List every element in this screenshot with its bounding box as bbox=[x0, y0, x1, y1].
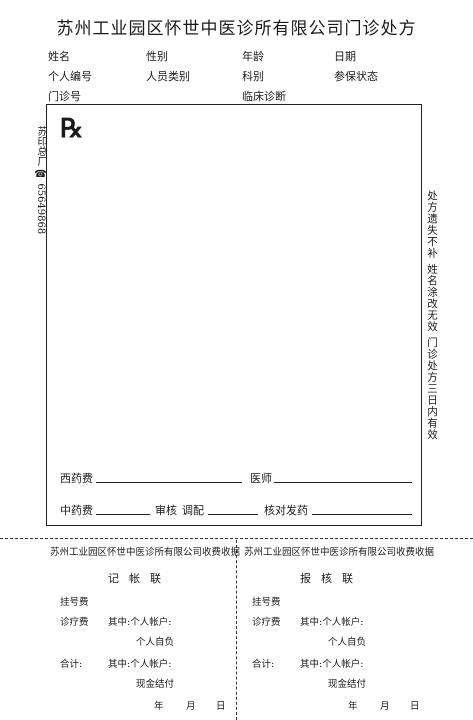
doctor-label: 医师 bbox=[250, 472, 272, 485]
treatment-fee-label: 诊疗费 bbox=[252, 617, 281, 628]
total-label: 合计: bbox=[60, 659, 83, 670]
registration-fee-label: 挂号费 bbox=[60, 597, 89, 608]
receipt-title: 苏州工业园区怀世中医诊所有限公司收费收据 bbox=[50, 547, 241, 558]
receipt-title: 苏州工业园区怀世中医诊所有限公司收费收据 bbox=[244, 547, 435, 558]
receipt-copy-label: 报核联 bbox=[300, 572, 363, 585]
rx-symbol: ℞ bbox=[60, 114, 84, 144]
day-label: 日 bbox=[410, 701, 420, 712]
validity-note: 处方遗失不补 姓名涂改无效 门诊处方三日内有效 bbox=[426, 190, 438, 441]
self-pay-label: 个人自负 bbox=[136, 637, 175, 648]
staff-type-label: 人员类别 bbox=[146, 70, 190, 83]
gender-label: 性别 bbox=[146, 50, 168, 63]
chinese-fee-line[interactable] bbox=[96, 514, 150, 515]
cut-line-horizontal bbox=[0, 538, 473, 539]
doctor-line[interactable] bbox=[274, 482, 412, 483]
total-label: 合计: bbox=[252, 659, 275, 670]
check-dispense-label: 核对发药 bbox=[264, 504, 308, 517]
date-label: 日期 bbox=[334, 50, 356, 63]
cash-payment-label: 现金结付 bbox=[328, 679, 367, 690]
year-label: 年 bbox=[154, 701, 164, 712]
cash-payment-label: 现金结付 bbox=[136, 679, 175, 690]
receipt-copy-label: 记帐联 bbox=[108, 572, 171, 585]
diagnosis-label: 临床诊断 bbox=[242, 90, 286, 103]
department-label: 科别 bbox=[242, 70, 264, 83]
dispense-line[interactable] bbox=[208, 514, 258, 515]
cut-line-vertical bbox=[236, 540, 237, 720]
day-label: 日 bbox=[216, 701, 226, 712]
check-dispense-line[interactable] bbox=[312, 514, 412, 515]
name-label: 姓名 bbox=[48, 50, 70, 63]
personal-account-label: 其中:个人帐户: bbox=[108, 617, 172, 628]
personal-account-label-2: 其中:个人帐户: bbox=[300, 659, 364, 670]
prescription-box bbox=[46, 104, 422, 526]
insurance-status-label: 参保状态 bbox=[334, 70, 378, 83]
registration-fee-label: 挂号费 bbox=[252, 597, 281, 608]
month-label: 月 bbox=[380, 701, 390, 712]
month-label: 月 bbox=[186, 701, 196, 712]
year-label: 年 bbox=[348, 701, 358, 712]
personal-no-label: 个人编号 bbox=[48, 70, 92, 83]
review-label: 审核 bbox=[155, 504, 177, 517]
treatment-fee-label: 诊疗费 bbox=[60, 617, 89, 628]
age-label: 年龄 bbox=[242, 50, 264, 63]
personal-account-label: 其中:个人帐户: bbox=[300, 617, 364, 628]
western-fee-line[interactable] bbox=[96, 482, 242, 483]
self-pay-label: 个人自负 bbox=[328, 637, 367, 648]
prescription-title: 苏州工业园区怀世中医诊所有限公司门诊处方 bbox=[56, 19, 417, 39]
printer-note: 苏印总厂 ☎ 65649868 bbox=[35, 126, 46, 235]
chinese-fee-label: 中药费 bbox=[60, 504, 93, 517]
outpatient-no-label: 门诊号 bbox=[48, 90, 81, 103]
western-fee-label: 西药费 bbox=[60, 472, 93, 485]
personal-account-label-2: 其中:个人帐户: bbox=[108, 659, 172, 670]
dispense-label: 调配 bbox=[182, 504, 204, 517]
